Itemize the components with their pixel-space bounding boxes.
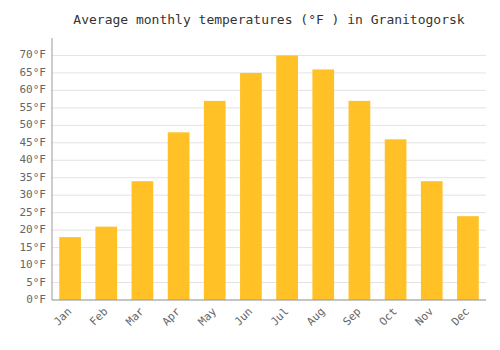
y-tick-label: 35°F: [20, 171, 47, 184]
y-tick-label: 40°F: [20, 153, 47, 166]
x-tick-label: Feb: [87, 305, 110, 328]
x-tick-label: Mar: [123, 305, 147, 329]
x-tick-label: Sep: [340, 305, 363, 328]
bar: [59, 237, 81, 300]
bar: [349, 101, 371, 300]
grid-line: [52, 55, 486, 56]
bar: [457, 216, 479, 300]
grid-line: [52, 142, 486, 143]
x-tick-label: Nov: [413, 305, 437, 329]
y-tick-label: 15°F: [20, 241, 47, 254]
bar: [132, 181, 154, 300]
x-tick-label: Apr: [160, 305, 184, 329]
y-tick-label: 55°F: [20, 101, 47, 114]
y-tick-label: 30°F: [20, 188, 47, 201]
x-tick-label: Aug: [304, 305, 327, 328]
bar: [204, 101, 226, 300]
x-tick-label: Jun: [232, 305, 255, 328]
y-tick-label: 65°F: [20, 66, 47, 79]
y-tick-label: 25°F: [20, 206, 47, 219]
chart-svg: 0°F 5°F 10°F 15°F 20°F 25°F 30°F 35°F 40°F 45°F 50…: [0, 0, 500, 350]
grid-line: [52, 300, 486, 301]
grid-line: [52, 160, 486, 161]
bars: [59, 55, 479, 300]
bar: [385, 139, 407, 300]
x-axis-line: [52, 300, 486, 301]
bar: [240, 73, 262, 300]
y-tick-label: 60°F: [20, 83, 47, 96]
y-tick-label: 50°F: [20, 118, 47, 131]
chart-title: Average monthly temperatures (°F ) in Gr…: [73, 12, 465, 27]
bar: [421, 181, 443, 300]
chart-container: 0°F 5°F 10°F 15°F 20°F 25°F 30°F 35°F 40°F 45°F 50…: [0, 0, 500, 350]
x-tick-labels: Jan Feb Mar Apr May Jun Jul Aug Sep Oct Nov Dec: [51, 305, 472, 329]
y-grid: [52, 55, 486, 300]
y-tick-label: 0°F: [26, 293, 46, 306]
bar: [168, 132, 190, 300]
x-tick-label: Oct: [377, 305, 400, 328]
bar: [276, 55, 298, 300]
y-tick-label: 70°F: [20, 48, 47, 61]
y-tick-label: 10°F: [20, 258, 47, 271]
x-tick-label: Dec: [449, 305, 472, 328]
grid-line: [52, 107, 486, 108]
bar: [312, 69, 334, 300]
y-tick-label: 45°F: [20, 136, 47, 149]
bar: [95, 227, 117, 300]
y-tick-labels: 0°F 5°F 10°F 15°F 20°F 25°F 30°F 35°F 40°F 45°F 50…: [20, 48, 47, 306]
grid-line: [52, 177, 486, 178]
grid-line: [52, 72, 486, 73]
x-tick-label: May: [196, 305, 220, 329]
y-tick-label: 5°F: [26, 276, 46, 289]
x-tick-label: Jul: [268, 305, 291, 328]
grid-line: [52, 125, 486, 126]
grid-line: [52, 90, 486, 91]
y-axis-line: [52, 38, 53, 300]
x-tick-label: Jan: [51, 305, 74, 328]
y-tick-label: 20°F: [20, 223, 47, 236]
